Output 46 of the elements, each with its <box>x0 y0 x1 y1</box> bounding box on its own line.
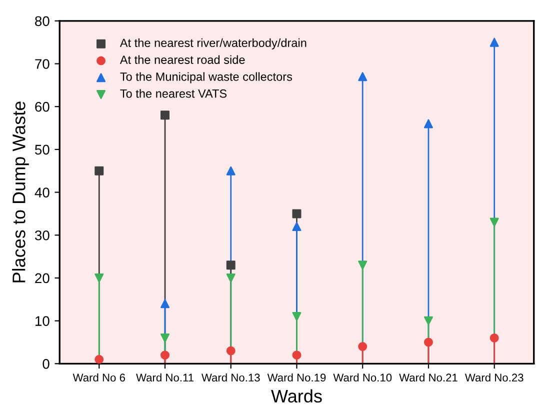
point <box>490 38 499 47</box>
x-tick-label: Ward No.10 <box>333 373 392 382</box>
y-tick-label: 30 <box>34 230 50 240</box>
x-tick-label: Ward No.21 <box>399 373 458 382</box>
y-axis-title: Places to Dump Waste <box>12 102 29 282</box>
point <box>94 354 104 364</box>
y-tick-label: 20 <box>35 273 50 284</box>
point <box>358 260 368 270</box>
point <box>94 273 104 282</box>
x-tick-label: Ward No.11 <box>136 373 194 382</box>
point <box>424 316 433 326</box>
x-tick-label: Ward No.13 <box>201 373 260 382</box>
y-tick-label: 70 <box>35 59 50 69</box>
y-tick-label: 40 <box>34 188 50 198</box>
point <box>292 209 302 218</box>
x-tick-label: Ward No.19 <box>267 373 326 382</box>
legend-label: At the nearest river/waterbody/drain <box>120 38 306 50</box>
point <box>94 166 104 176</box>
point <box>226 346 236 356</box>
point <box>160 110 170 120</box>
legend-label: To the nearest VATS <box>120 89 227 98</box>
point <box>292 350 302 360</box>
legend-label: To the Municipal waste collectors <box>120 72 292 84</box>
y-tick-label: 50 <box>35 144 50 155</box>
legend-label: At the nearest road side <box>120 55 245 64</box>
point <box>358 342 368 352</box>
point <box>160 333 170 342</box>
point <box>358 72 368 82</box>
point <box>424 338 433 347</box>
x-tick-label: Ward No.23 <box>464 373 524 382</box>
point <box>292 312 302 322</box>
x-tick-label: Ward No 6 <box>72 373 125 382</box>
point <box>226 166 236 176</box>
x-axis-title: Wards <box>271 389 322 403</box>
point <box>160 299 170 308</box>
point <box>292 222 302 232</box>
y-tick-label: 0 <box>42 358 50 369</box>
point <box>424 119 433 128</box>
y-tick-label: 60 <box>35 102 50 112</box>
point <box>490 333 499 342</box>
point <box>226 260 236 270</box>
point <box>160 350 170 360</box>
point <box>226 273 236 282</box>
y-tick-label: 80 <box>35 16 50 26</box>
point <box>490 218 499 227</box>
y-tick-label: 10 <box>36 316 50 326</box>
